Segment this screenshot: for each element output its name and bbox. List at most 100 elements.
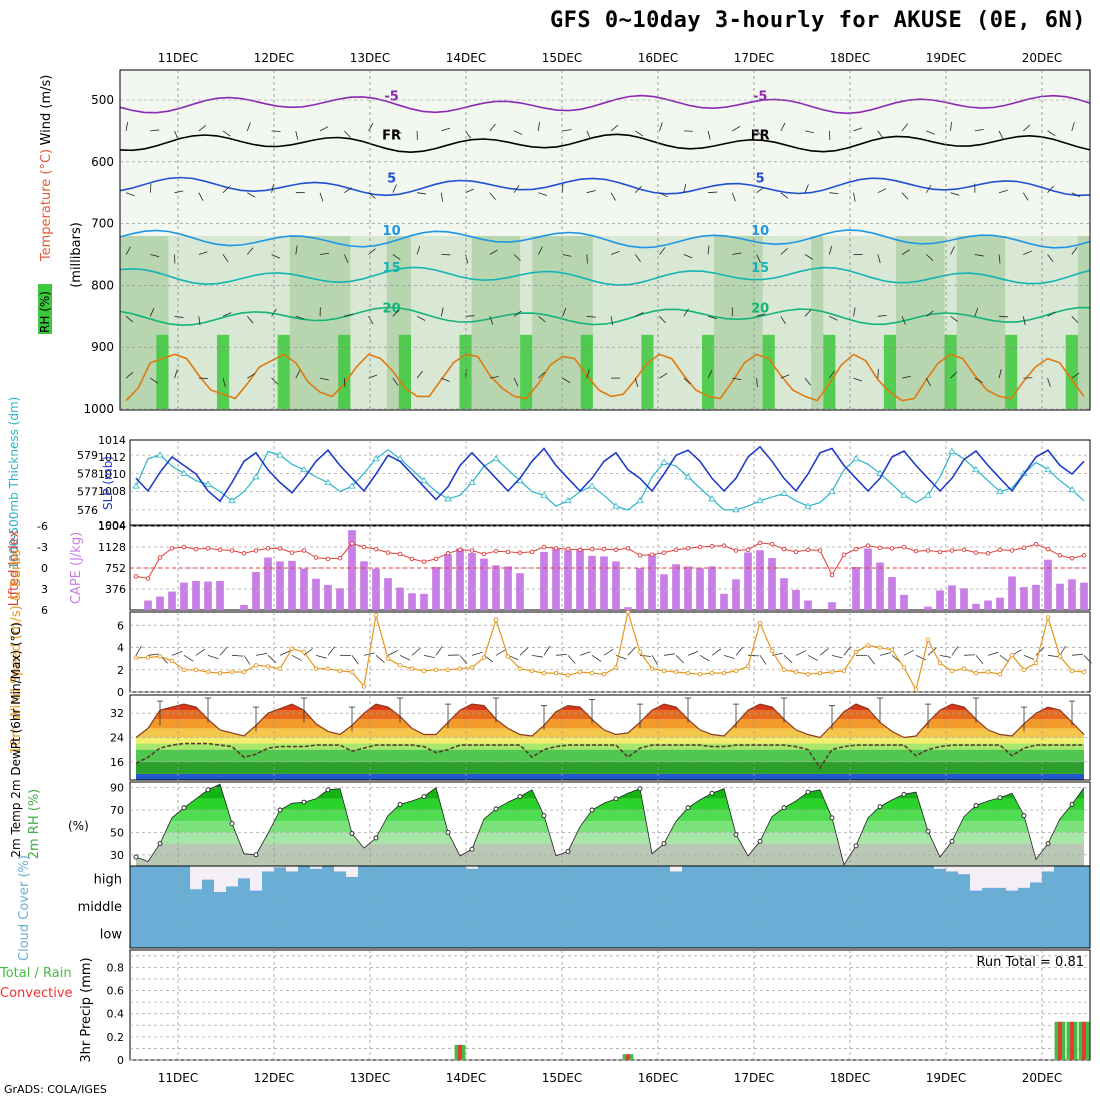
wind-barb bbox=[1047, 254, 1054, 262]
wind-barb bbox=[222, 312, 232, 317]
rh-marker bbox=[589, 807, 595, 813]
rh-saturated bbox=[762, 334, 776, 409]
wind-barb bbox=[392, 377, 399, 386]
thickness-marker bbox=[228, 496, 236, 504]
wind-barb bbox=[708, 191, 718, 194]
rh-shading bbox=[726, 235, 739, 409]
wind-barb bbox=[174, 190, 184, 194]
rh-marker bbox=[1069, 801, 1075, 807]
thickness-marker bbox=[636, 496, 644, 504]
surface-wind-barb bbox=[795, 650, 807, 656]
wind-barb bbox=[489, 376, 499, 379]
surface-wind-barb bbox=[387, 649, 398, 656]
wind-tick: 6 bbox=[117, 619, 124, 632]
wind-barb bbox=[513, 185, 520, 193]
cape-bar bbox=[480, 558, 488, 610]
cloud-high-gap bbox=[262, 866, 274, 872]
rh-marker bbox=[397, 801, 403, 807]
lifted-marker bbox=[661, 550, 667, 555]
wind-barb bbox=[295, 130, 299, 140]
wind-speed-marker bbox=[853, 649, 859, 655]
surface-wind-barb bbox=[1023, 654, 1035, 660]
cloud-high-gap bbox=[1030, 866, 1042, 883]
rh-marker bbox=[685, 805, 691, 811]
wind-barb bbox=[513, 130, 523, 135]
wind-barb bbox=[125, 192, 135, 197]
surface-wind-barb bbox=[531, 654, 543, 658]
cloud-layer-label: middle bbox=[78, 900, 122, 915]
wind-barb bbox=[950, 246, 955, 255]
lifted-marker bbox=[373, 546, 379, 552]
lifted-marker bbox=[949, 548, 955, 553]
rh-band bbox=[136, 821, 1084, 833]
lifted-marker bbox=[433, 556, 439, 562]
wind-speed-marker bbox=[169, 658, 175, 664]
wind-speed-marker bbox=[781, 667, 787, 673]
wind-barb bbox=[586, 254, 588, 264]
surface-wind-barb bbox=[471, 651, 483, 656]
lifted-tick: -6 bbox=[37, 520, 48, 533]
wind-barb bbox=[998, 130, 1004, 140]
wind-barb bbox=[441, 127, 450, 132]
pressure-tick: 700 bbox=[91, 217, 114, 231]
surface-wind-barb bbox=[675, 655, 685, 664]
surface-wind-barb bbox=[207, 654, 219, 660]
wind-barb bbox=[659, 122, 663, 132]
isotherm-label: 20 bbox=[383, 301, 401, 316]
wind-speed-marker bbox=[361, 684, 367, 689]
wind-barb bbox=[610, 316, 614, 326]
cape-bar bbox=[780, 578, 788, 610]
wind-barb bbox=[368, 122, 374, 132]
wind-speed-marker bbox=[181, 667, 187, 673]
lifted-marker bbox=[349, 541, 355, 546]
wind-barb bbox=[1071, 122, 1075, 132]
rh-marker bbox=[157, 841, 163, 847]
rh-saturated bbox=[520, 334, 533, 409]
rh-marker bbox=[421, 794, 427, 800]
lifted-marker bbox=[445, 551, 451, 556]
wind-speed-marker bbox=[817, 670, 823, 676]
rh-tick: 50 bbox=[110, 826, 124, 839]
cloud-high-gap bbox=[334, 866, 346, 872]
thickness-tick: 577 bbox=[77, 486, 98, 499]
cape-bar bbox=[180, 582, 188, 610]
wind-speed-marker bbox=[769, 648, 775, 654]
lifted-marker bbox=[805, 547, 811, 553]
thickness-marker bbox=[1044, 465, 1052, 473]
rh-shading bbox=[204, 235, 218, 409]
rh-marker bbox=[949, 838, 955, 844]
wind-speed-marker bbox=[889, 647, 895, 653]
rh-saturated bbox=[1005, 334, 1018, 409]
wind-barb bbox=[635, 311, 644, 317]
wind-barb bbox=[877, 314, 887, 317]
wind-barb bbox=[756, 378, 758, 388]
wind-barb bbox=[1023, 124, 1031, 132]
rh-marker bbox=[973, 803, 979, 808]
wind-barb bbox=[1023, 250, 1032, 255]
date-label-bottom: 16DEC bbox=[638, 1071, 678, 1085]
wind-speed-marker bbox=[505, 654, 511, 659]
cape-bar bbox=[504, 566, 512, 610]
rh-shading bbox=[556, 235, 570, 409]
wind-barb bbox=[441, 377, 450, 382]
cape-bar bbox=[156, 596, 164, 610]
wind-speed-marker bbox=[1057, 654, 1063, 659]
wind-barb bbox=[344, 130, 351, 138]
cloud-background bbox=[130, 866, 1090, 948]
wind-barb bbox=[1071, 316, 1079, 324]
rh-marker bbox=[637, 786, 643, 792]
wind-barb bbox=[125, 246, 131, 255]
wind-speed-marker bbox=[313, 666, 319, 671]
rh-tick: 70 bbox=[110, 804, 124, 817]
wind-barb bbox=[222, 378, 226, 387]
surface-wind-barb bbox=[375, 655, 385, 663]
temp-band bbox=[136, 728, 1084, 738]
thickness-marker bbox=[420, 476, 428, 484]
cape-bar bbox=[384, 578, 392, 610]
wind-barb bbox=[416, 245, 421, 255]
date-label-top: 18DEC bbox=[830, 51, 870, 65]
lifted-ylabel: Lifted Index bbox=[7, 529, 22, 606]
cape-bar bbox=[684, 566, 692, 610]
cape-bar bbox=[984, 600, 992, 610]
wind-barb bbox=[150, 129, 160, 132]
